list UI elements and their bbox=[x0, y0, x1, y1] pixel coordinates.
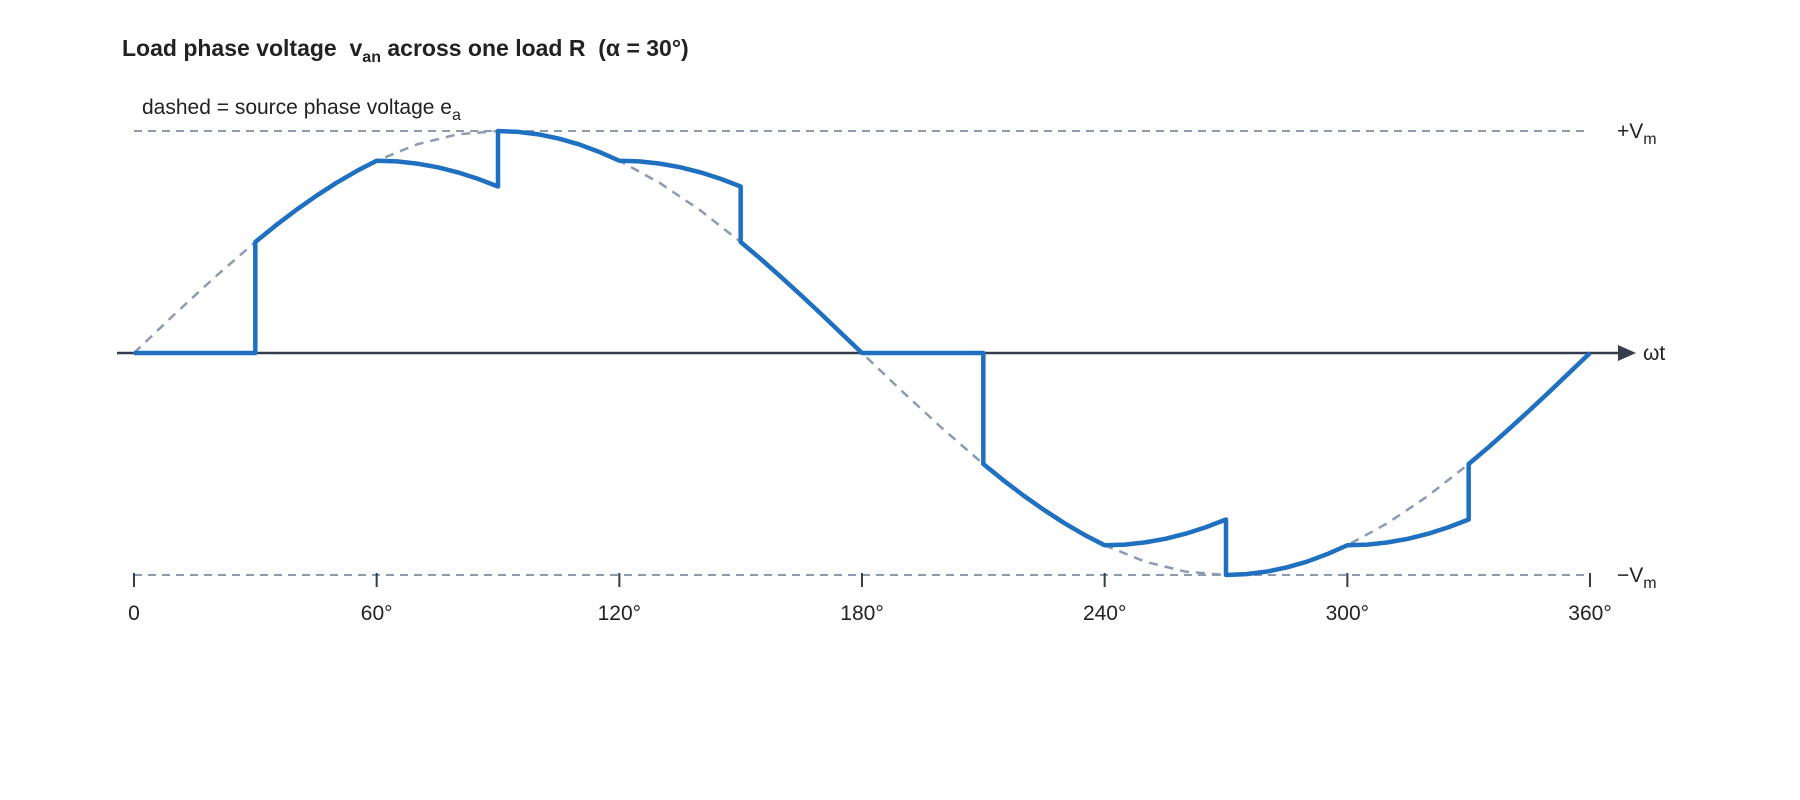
axis-arrow bbox=[1618, 345, 1636, 361]
y-tick-label: +Vm bbox=[1617, 120, 1657, 148]
x-tick-label: 0 bbox=[128, 602, 140, 625]
x-tick-label: 300° bbox=[1326, 602, 1369, 625]
title-subscript: an bbox=[362, 49, 381, 66]
chart-title: Load phase voltage van across one load R… bbox=[122, 35, 689, 66]
note-subscript: a bbox=[452, 107, 461, 124]
y-tick-text: +V bbox=[1617, 120, 1643, 143]
x-tick-label: 360° bbox=[1568, 602, 1611, 625]
title-text: across one load R (α = 30°) bbox=[381, 35, 689, 61]
y-tick-subscript: m bbox=[1643, 131, 1656, 148]
x-axis-label: ωt bbox=[1643, 342, 1665, 365]
note-text: dashed = source phase voltage e bbox=[142, 96, 452, 119]
y-tick-text: −V bbox=[1617, 564, 1643, 587]
note: dashed = source phase voltage ea bbox=[142, 96, 461, 124]
x-tick-label: 180° bbox=[840, 602, 883, 625]
x-tick-label: 120° bbox=[598, 602, 641, 625]
x-tick-label: 60° bbox=[361, 602, 393, 625]
y-tick-label: −Vm bbox=[1617, 564, 1657, 592]
y-tick-subscript: m bbox=[1643, 575, 1656, 592]
x-tick-label: 240° bbox=[1083, 602, 1126, 625]
title-text: Load phase voltage v bbox=[122, 35, 362, 61]
load-voltage-line bbox=[134, 128, 1592, 578]
